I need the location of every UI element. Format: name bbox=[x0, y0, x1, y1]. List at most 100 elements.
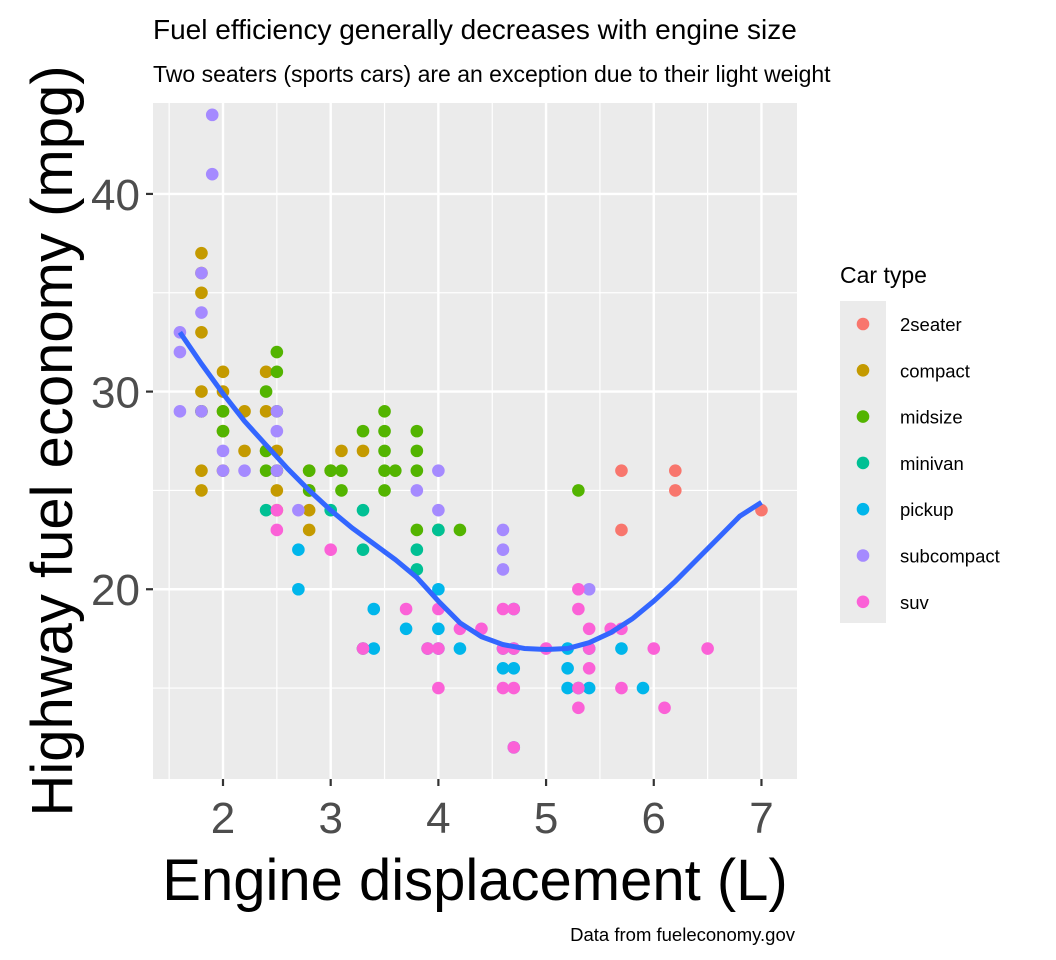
data-point-suv bbox=[507, 602, 521, 616]
data-point-subcompact bbox=[205, 167, 219, 181]
data-point-2seater bbox=[669, 484, 682, 497]
data-point-pickup bbox=[496, 662, 510, 675]
data-point-pickup bbox=[292, 543, 305, 557]
x-tick-label: 3 bbox=[318, 794, 342, 843]
y-axis: 20 30 40 bbox=[91, 171, 153, 615]
data-point-compact bbox=[259, 405, 273, 418]
x-tick-label: 2 bbox=[211, 794, 235, 843]
data-point-compact bbox=[195, 484, 208, 497]
legend-label-pickup: pickup bbox=[900, 499, 953, 520]
data-point-midsize bbox=[389, 464, 402, 477]
data-point-pickup bbox=[432, 582, 445, 596]
y-tick-label: 20 bbox=[91, 566, 140, 615]
x-tick-label: 5 bbox=[534, 794, 558, 843]
data-point-suv bbox=[572, 681, 585, 695]
data-point-suv bbox=[507, 741, 521, 754]
smooth-trend-line bbox=[177, 330, 763, 653]
data-point-subcompact bbox=[432, 503, 445, 517]
data-point-compact bbox=[356, 444, 370, 458]
data-point-subcompact bbox=[496, 523, 510, 537]
legend-key-subcompact bbox=[856, 549, 870, 562]
legend-label-minivan: minivan bbox=[900, 453, 964, 474]
data-point-pickup bbox=[582, 681, 596, 695]
data-point-midsize bbox=[378, 405, 391, 418]
legend-key-pickup bbox=[856, 502, 870, 516]
data-point-midsize bbox=[378, 464, 391, 477]
data-point-compact bbox=[195, 286, 208, 300]
data-point-pickup bbox=[367, 642, 381, 655]
data-point-suv bbox=[701, 642, 714, 655]
data-point-midsize bbox=[324, 464, 337, 477]
data-point-midsize bbox=[259, 385, 273, 398]
data-point-midsize bbox=[259, 464, 273, 477]
data-point-suv bbox=[496, 681, 510, 695]
data-point-minivan bbox=[356, 503, 370, 517]
data-point-suv bbox=[356, 642, 370, 655]
data-point-compact bbox=[238, 444, 251, 458]
data-point-subcompact bbox=[173, 345, 187, 359]
data-point-subcompact bbox=[582, 582, 596, 596]
data-point-subcompact bbox=[496, 563, 510, 576]
data-point-suv bbox=[432, 681, 445, 695]
data-point-midsize bbox=[302, 464, 316, 477]
data-point-pickup bbox=[399, 622, 413, 636]
data-point-midsize bbox=[378, 444, 391, 458]
data-point-subcompact bbox=[270, 424, 284, 438]
data-point-midsize bbox=[410, 523, 424, 537]
data-point-compact bbox=[195, 385, 208, 398]
data-point-subcompact bbox=[216, 444, 230, 458]
chart-caption: Data from fueleconomy.gov bbox=[570, 924, 796, 945]
x-tick-label: 6 bbox=[642, 794, 666, 843]
data-point-compact bbox=[216, 365, 230, 379]
chart-title: Fuel efficiency generally decreases with… bbox=[153, 14, 797, 45]
data-point-compact bbox=[195, 325, 208, 339]
data-point-subcompact bbox=[432, 464, 445, 477]
data-point-pickup bbox=[561, 662, 574, 675]
data-point-suv bbox=[572, 602, 585, 616]
data-point-suv bbox=[572, 582, 585, 596]
chart-subtitle: Two seaters (sports cars) are an excepti… bbox=[153, 61, 831, 87]
legend-key-minivan bbox=[856, 456, 870, 470]
data-point-midsize bbox=[335, 464, 348, 477]
data-point-midsize bbox=[270, 365, 284, 379]
data-point-suv bbox=[572, 701, 585, 715]
data-point-compact bbox=[270, 484, 284, 497]
data-point-subcompact bbox=[195, 266, 208, 280]
data-point-suv bbox=[496, 602, 510, 616]
data-point-suv bbox=[647, 642, 661, 655]
legend-label-subcompact: subcompact bbox=[900, 546, 1000, 567]
data-point-pickup bbox=[292, 582, 305, 596]
data-point-compact bbox=[335, 444, 348, 458]
data-point-suv bbox=[582, 662, 596, 675]
data-point-midsize bbox=[378, 484, 391, 497]
data-point-2seater bbox=[669, 464, 682, 477]
data-point-midsize bbox=[335, 484, 348, 497]
data-point-compact bbox=[195, 464, 208, 477]
data-point-midsize bbox=[270, 345, 284, 359]
data-point-pickup bbox=[453, 642, 467, 655]
x-axis: 2 3 4 5 6 7 bbox=[211, 779, 774, 843]
legend: Car type 2seater compact midsize minivan pic… bbox=[840, 262, 1000, 623]
legend-label-midsize: midsize bbox=[900, 407, 963, 428]
data-point-subcompact bbox=[216, 464, 230, 477]
data-point-compact bbox=[302, 523, 316, 537]
data-point-suv bbox=[432, 642, 445, 655]
data-point-2seater bbox=[615, 464, 628, 477]
data-point-suv bbox=[582, 622, 596, 636]
major-gridlines bbox=[153, 103, 797, 779]
data-point-suv bbox=[507, 681, 521, 695]
data-point-suv bbox=[270, 503, 284, 517]
data-point-subcompact bbox=[195, 306, 208, 319]
data-point-midsize bbox=[216, 405, 230, 418]
data-point-pickup bbox=[561, 681, 574, 695]
data-point-suv bbox=[399, 602, 413, 616]
legend-label-suv: suv bbox=[900, 592, 930, 613]
x-tick-label: 4 bbox=[426, 794, 450, 843]
data-point-subcompact bbox=[292, 503, 305, 517]
data-point-midsize bbox=[216, 424, 230, 438]
data-point-suv bbox=[658, 701, 671, 715]
x-tick-label: 7 bbox=[749, 794, 773, 843]
data-point-minivan bbox=[356, 543, 370, 557]
data-point-subcompact bbox=[195, 405, 208, 418]
